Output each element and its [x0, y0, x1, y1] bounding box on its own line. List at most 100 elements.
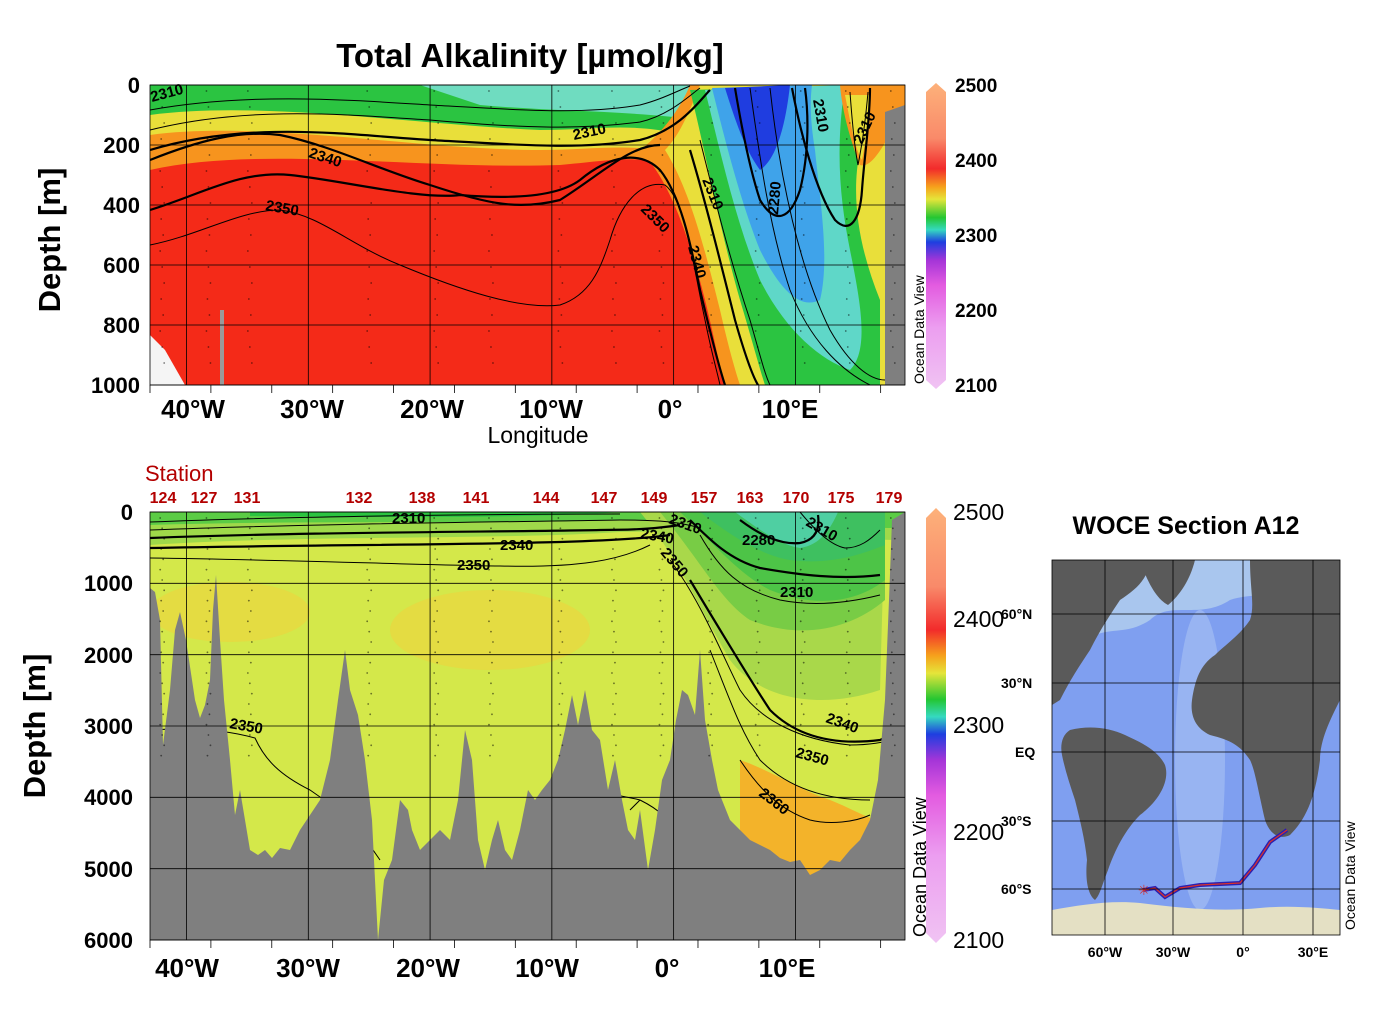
sample-dot [370, 122, 372, 124]
sample-dot [490, 579, 492, 581]
sample-dot [249, 527, 251, 529]
sample-dot [209, 314, 211, 316]
sample-dot [488, 90, 490, 92]
sample-dot [368, 266, 370, 268]
sample-dot [803, 314, 805, 316]
sample-dot [709, 682, 711, 684]
sample-dot [209, 558, 211, 560]
colorbar-tick: 2400 [953, 606, 1004, 632]
contour-label: 2350 [457, 557, 490, 574]
sample-dot [659, 724, 661, 726]
sample-dot [489, 651, 491, 653]
sample-dot [435, 527, 437, 529]
sample-dot [207, 755, 209, 757]
sample-dot [891, 755, 893, 757]
sample-dot [890, 90, 892, 92]
sample-dot [845, 90, 847, 92]
sample-dot [711, 589, 713, 591]
sample-dot [435, 682, 437, 684]
sample-dot [759, 641, 761, 643]
sample-dot [894, 362, 896, 364]
sample-dot [614, 558, 616, 560]
sample-dot [845, 517, 847, 519]
colorbar-tick: 2100 [953, 927, 1004, 953]
y-tick-label: 6000 [84, 928, 133, 953]
sample-dot [162, 234, 164, 236]
sample-dot [846, 755, 848, 757]
station-number: 175 [828, 490, 855, 507]
sample-dot [662, 314, 664, 316]
sample-dot [433, 724, 435, 726]
lat-label: 30°S [1001, 813, 1032, 829]
sample-dot [557, 90, 559, 92]
contour-label: 2340 [500, 537, 533, 554]
sample-dot [557, 569, 559, 571]
sample-dot [433, 330, 435, 332]
sample-dot [755, 724, 757, 726]
sample-dot [559, 527, 561, 529]
sample-dot [891, 651, 893, 653]
sample-dot [756, 651, 758, 653]
sample-dot [437, 693, 439, 695]
sample-dot [613, 631, 615, 633]
colorbar-tick: 2400 [955, 151, 997, 172]
sample-dot [757, 682, 759, 684]
sample-dot [436, 314, 438, 316]
sample-dot [210, 538, 212, 540]
sample-dot [800, 330, 802, 332]
sample-dot [659, 90, 661, 92]
sample-dot [370, 538, 372, 540]
sample-dot [207, 548, 209, 550]
sample-dot [661, 346, 663, 348]
sample-dot [492, 282, 494, 284]
sample-dot [367, 548, 369, 550]
sample-dot [708, 298, 710, 300]
sample-dot [707, 90, 709, 92]
sample-dot [249, 579, 251, 581]
sample-dot [370, 589, 372, 591]
sample-dot [367, 703, 369, 705]
sample-dot [757, 579, 759, 581]
sample-dot [847, 186, 849, 188]
sample-dot [251, 362, 253, 364]
sample-dot [249, 346, 251, 348]
sample-dot [561, 641, 563, 643]
sample-dot [891, 703, 893, 705]
sample-dot [661, 106, 663, 108]
sample-dot [802, 734, 804, 736]
sample-dot [847, 106, 849, 108]
sample-dot [370, 744, 372, 746]
sample-dot [162, 154, 164, 156]
sample-dot [367, 755, 369, 757]
sample-dot [612, 218, 614, 220]
sample-dot [434, 218, 436, 220]
station-number: 131 [234, 490, 261, 507]
sample-dot [848, 558, 850, 560]
sample-dot [759, 744, 761, 746]
x-tick-label: 10°W [515, 953, 579, 983]
sample-dot [846, 138, 848, 140]
colorbar-tick: 2300 [955, 226, 997, 247]
sample-dot [612, 651, 614, 653]
sample-dot [891, 600, 893, 602]
sample-dot [758, 610, 760, 612]
sample-dot [756, 755, 758, 757]
sample-dot [491, 713, 493, 715]
sample-dot [710, 713, 712, 715]
sample-dot [560, 558, 562, 560]
sample-dot [559, 186, 561, 188]
sample-dot [208, 527, 210, 529]
sample-dot [612, 703, 614, 705]
sample-dot [707, 672, 709, 674]
sample-dot [800, 170, 802, 172]
sample-dot [892, 346, 894, 348]
sample-dot [247, 250, 249, 252]
sample-dot [437, 362, 439, 364]
sample-dot [163, 641, 165, 643]
sample-dot [801, 138, 803, 140]
sample-dot [435, 186, 437, 188]
sample-dot [613, 682, 615, 684]
x-tick-label: 0° [658, 394, 683, 424]
sample-dot [801, 298, 803, 300]
sample-dot [437, 589, 439, 591]
